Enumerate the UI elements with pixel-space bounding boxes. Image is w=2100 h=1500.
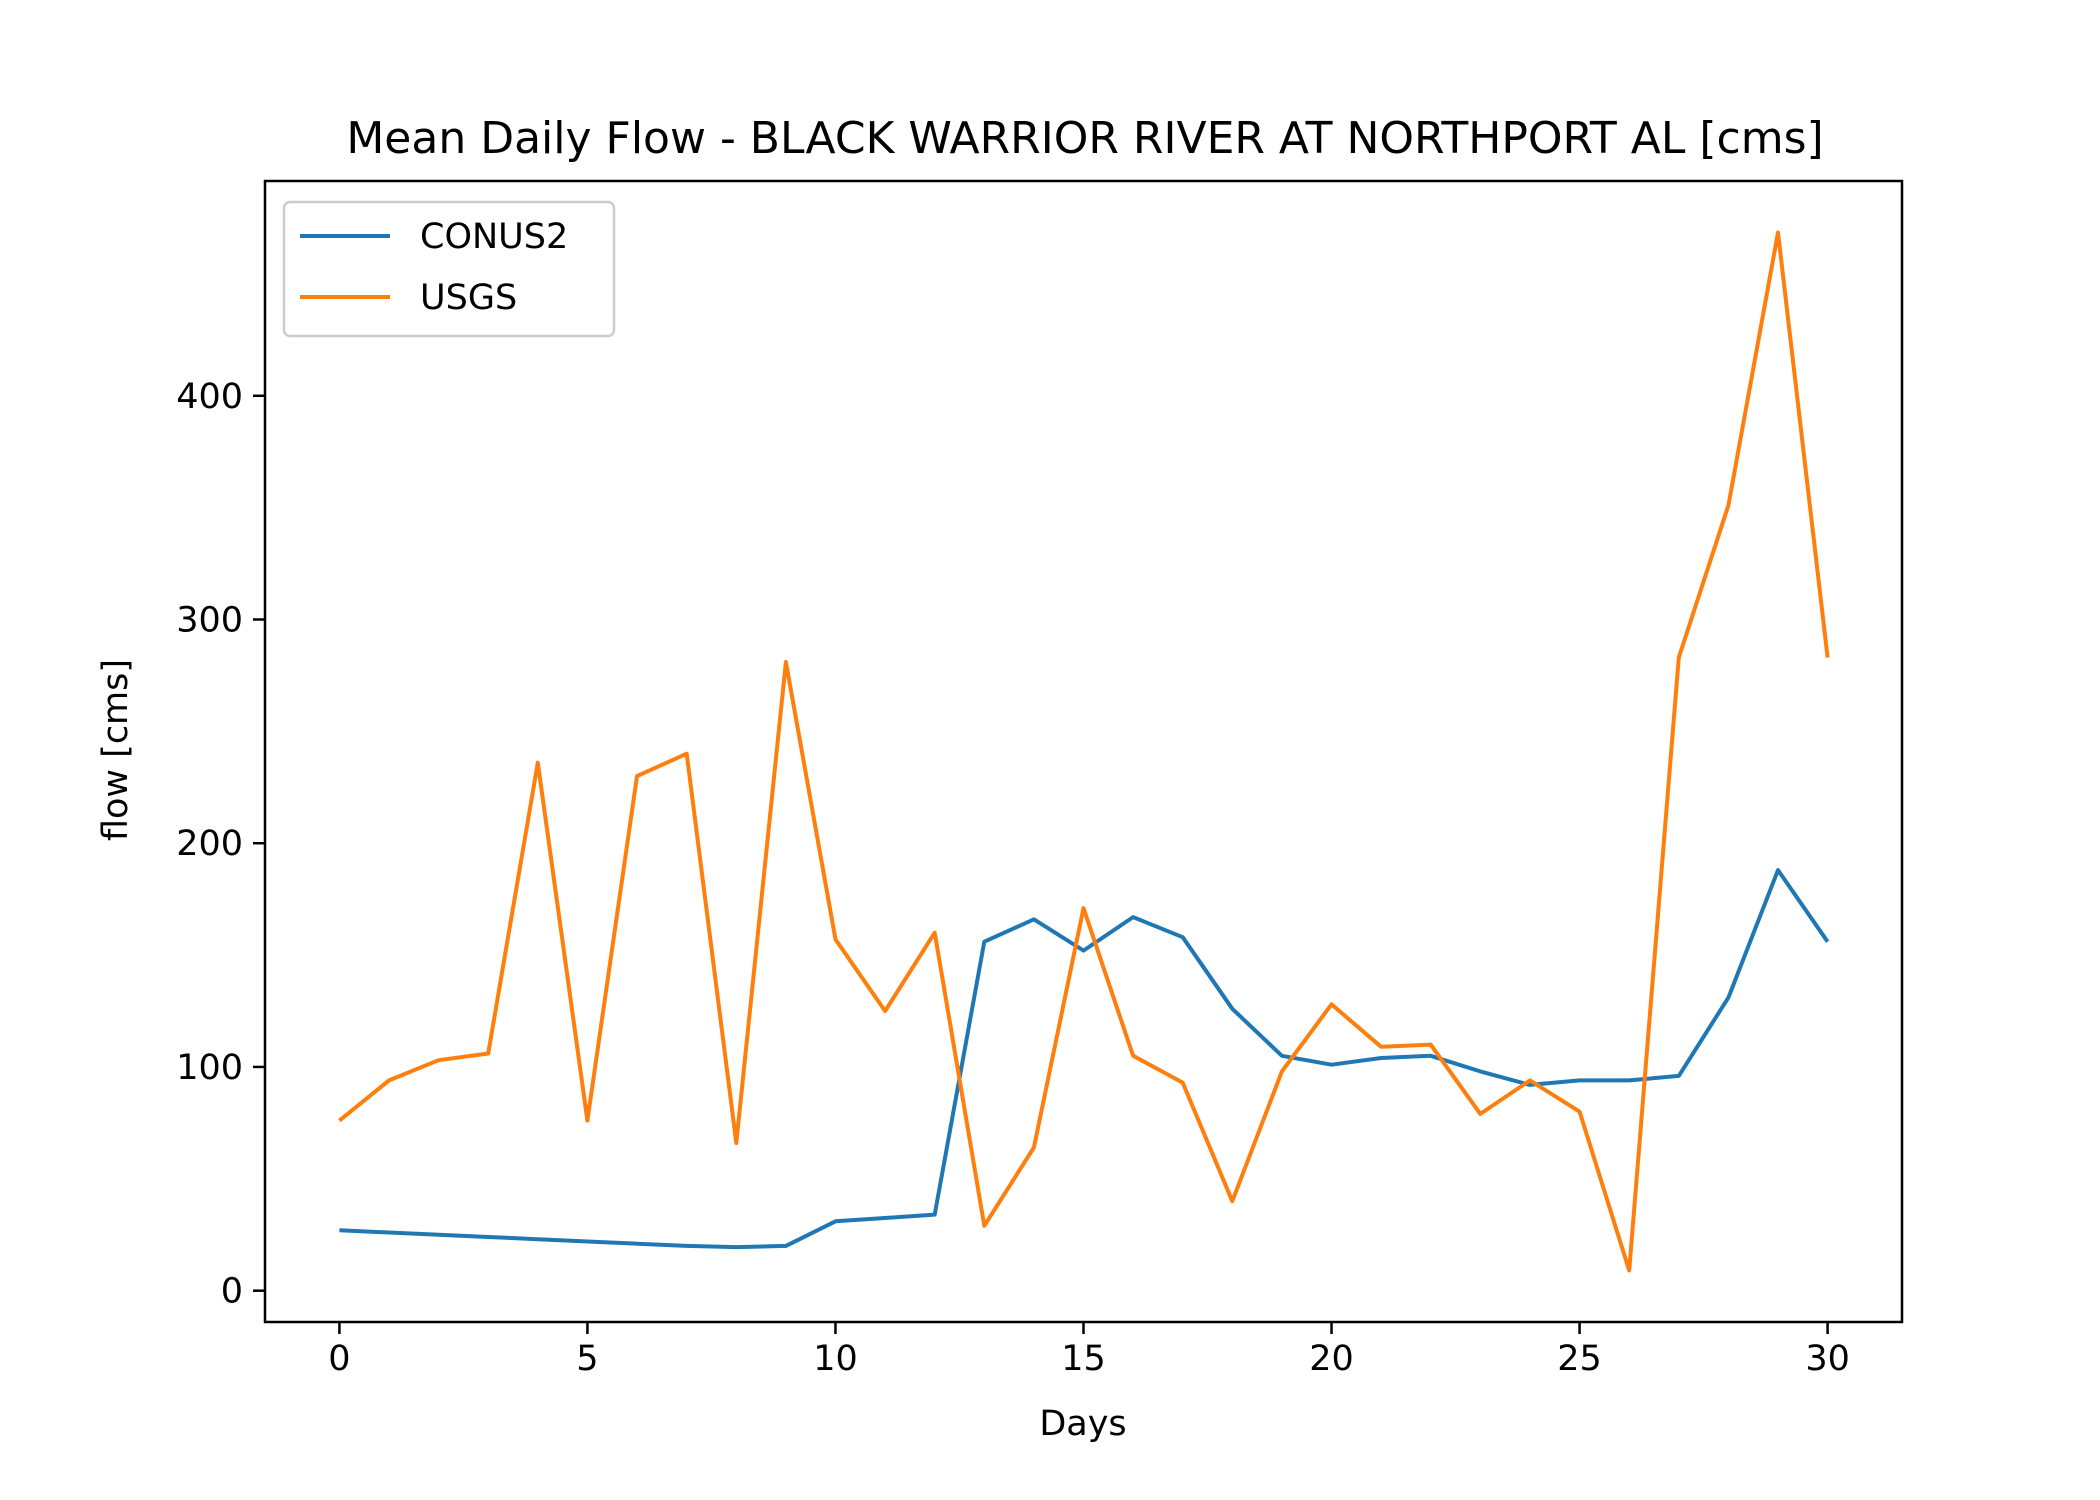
y-axis: 0 100 200 300 400: [176, 377, 265, 1312]
chart-title: Mean Daily Flow - BLACK WARRIOR RIVER AT…: [346, 113, 1823, 164]
plot-frame: [263, 179, 1904, 1324]
x-tick-label: 10: [813, 1339, 858, 1379]
y-tick-label: 100: [176, 1048, 243, 1088]
y-tick-label: 200: [176, 824, 243, 864]
x-tick-label: 5: [576, 1339, 598, 1379]
y-tick-label: 300: [176, 601, 243, 641]
y-tick-label: 400: [176, 377, 243, 417]
x-axis: 0 5 10 15 20 25 30: [328, 1322, 1850, 1379]
x-axis-label: Days: [1039, 1404, 1126, 1444]
plot-area: [338, 230, 1830, 1273]
series-line-conus2: [339, 868, 1830, 1250]
legend-label-conus2: CONUS2: [420, 217, 568, 257]
y-tick-label: 0: [221, 1272, 243, 1312]
x-tick-label: 15: [1061, 1339, 1106, 1379]
x-tick-label: 25: [1557, 1339, 1602, 1379]
legend: CONUS2 USGS: [282, 200, 616, 338]
x-tick-label: 0: [328, 1339, 350, 1379]
x-tick-label: 20: [1309, 1339, 1354, 1379]
x-tick-label: 30: [1805, 1339, 1850, 1379]
series-line-usgs: [338, 230, 1830, 1273]
legend-label-usgs: USGS: [420, 278, 517, 318]
y-axis-label: flow [cms]: [96, 659, 136, 841]
